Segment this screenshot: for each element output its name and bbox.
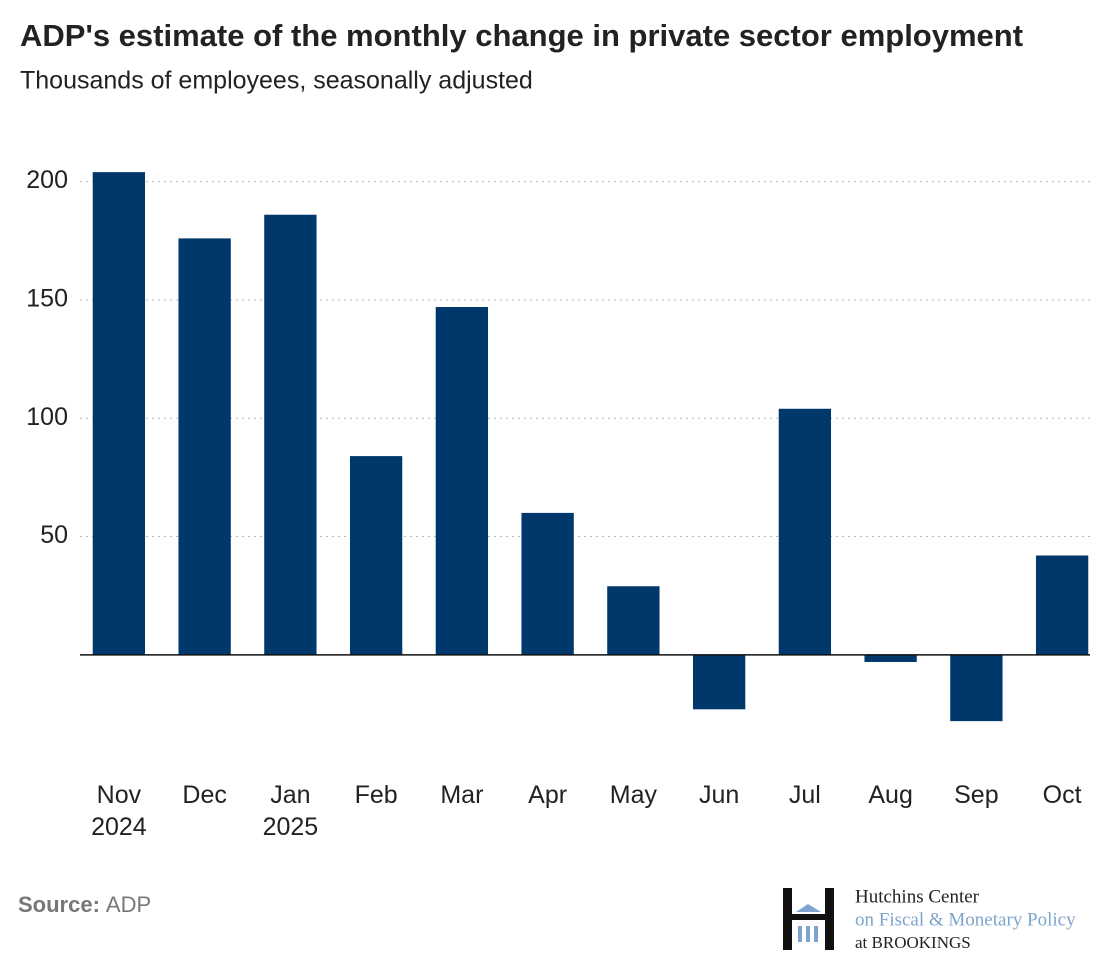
x-tick-label: Jun: [698, 781, 740, 809]
y-tick-label: 200: [26, 166, 68, 194]
logo: Hutchins Center on Fiscal & Monetary Pol…: [783, 886, 1076, 952]
x-tick-label: Feb: [354, 781, 398, 809]
logo-roof: [796, 904, 821, 912]
bar: [778, 408, 832, 655]
bar: [950, 654, 1003, 722]
logo-line: on Fiscal & Monetary Policy: [855, 909, 1076, 930]
x-tick-label: Sep: [954, 781, 999, 809]
y-tick-label: 100: [26, 403, 68, 431]
bar: [521, 512, 574, 655]
x-tick-label: Jan 2025: [262, 781, 319, 841]
bar: [607, 586, 660, 655]
x-tick-label: Oct: [1042, 781, 1082, 809]
logo-line: Hutchins Center: [855, 886, 980, 907]
logo-column: [806, 926, 810, 942]
x-tick-label: Aug: [868, 781, 913, 809]
x-tick-label: May: [609, 781, 657, 809]
source: Source: ADP: [18, 892, 151, 917]
bar: [178, 238, 231, 655]
x-tick-label: Dec: [182, 781, 227, 809]
chart-title: ADP's estimate of the monthly change in …: [20, 18, 1023, 53]
bar: [264, 214, 317, 655]
logo-column: [814, 926, 818, 942]
bar: [435, 307, 489, 655]
bar: [864, 654, 917, 662]
x-tick-label: Jul: [788, 781, 821, 809]
bar: [692, 654, 746, 710]
x-tick-label: Apr: [528, 781, 568, 809]
source-value: ADP: [106, 892, 151, 917]
x-tick-label: Mar: [440, 781, 484, 809]
logo-line: at BROOKINGS: [855, 933, 971, 952]
chart-subtitle: Thousands of employees, seasonally adjus…: [20, 67, 533, 95]
bar: [1035, 555, 1089, 655]
x-tick-label: Nov 2024: [91, 781, 147, 841]
y-tick-label: 50: [40, 521, 68, 549]
source-label: Source:: [18, 892, 100, 917]
y-tick-label: 150: [26, 285, 68, 313]
logo-bar: [783, 914, 834, 920]
bar: [92, 172, 146, 655]
logo-column: [798, 926, 802, 942]
bar: [349, 456, 403, 655]
